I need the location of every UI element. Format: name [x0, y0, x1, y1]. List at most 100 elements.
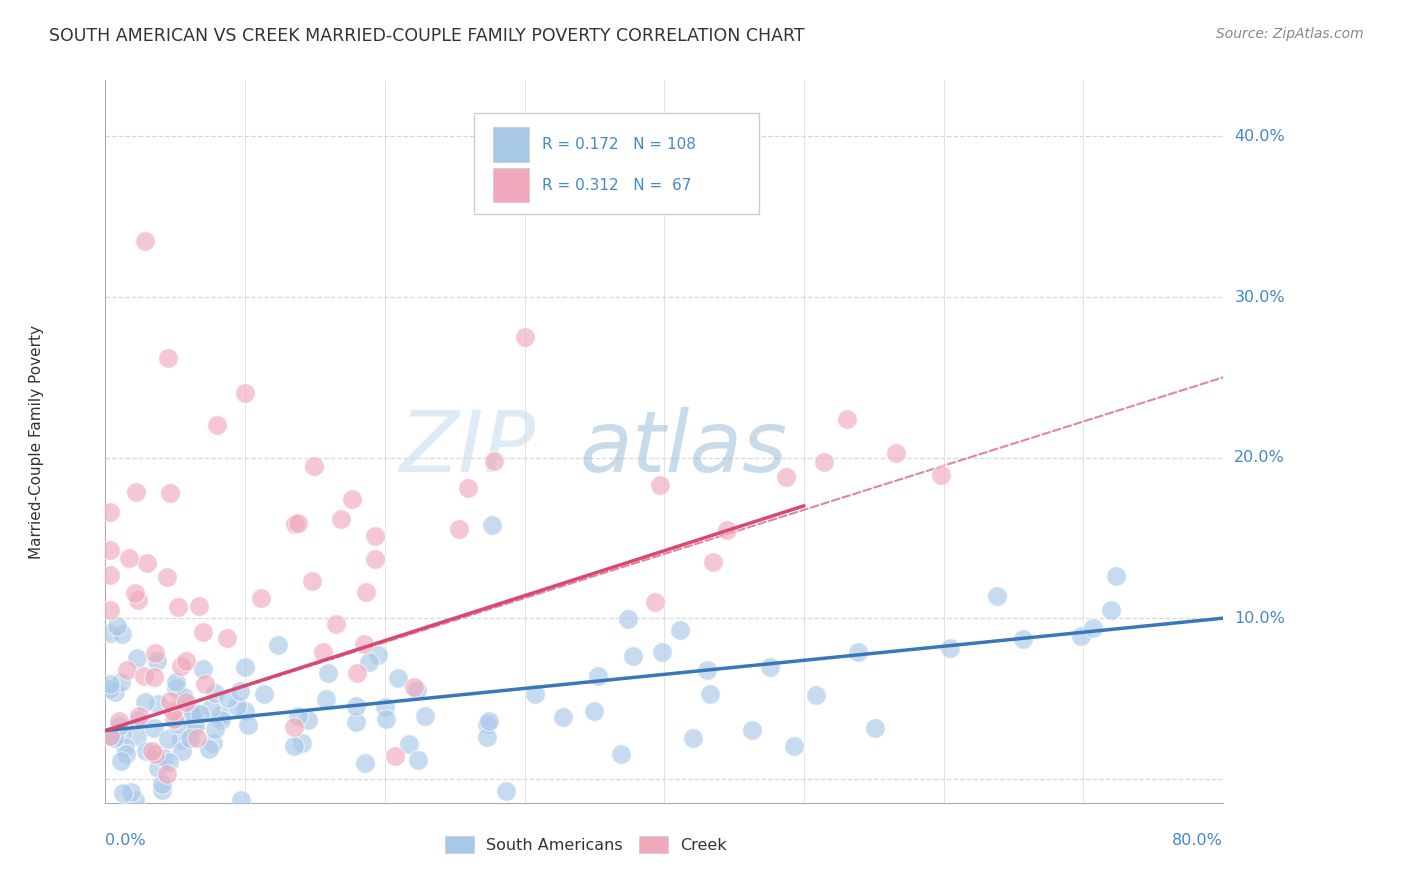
Point [233, 386, 256, 401]
FancyBboxPatch shape [474, 112, 759, 214]
Point [813, 455, 835, 469]
Point [186, 731, 208, 745]
Point [478, 714, 501, 729]
Point [586, 668, 609, 682]
Point [233, 660, 256, 674]
Point [157, 755, 180, 769]
Point [806, 688, 828, 702]
Point [127, 714, 149, 728]
Point [180, 707, 202, 722]
Point [374, 700, 396, 714]
Point [668, 624, 690, 638]
Point [98, 626, 121, 640]
Point [482, 454, 505, 468]
Point [287, 708, 309, 723]
Text: R = 0.172   N = 108: R = 0.172 N = 108 [543, 137, 696, 152]
Point [188, 599, 211, 613]
Point [198, 742, 221, 756]
Point [98, 681, 121, 696]
Point [146, 654, 169, 668]
Text: 10.0%: 10.0% [1234, 611, 1285, 625]
Point [150, 777, 173, 791]
Point [1083, 621, 1105, 635]
Point [610, 747, 633, 761]
Point [387, 671, 409, 685]
Point [111, 786, 134, 800]
Point [183, 716, 205, 731]
Point [191, 662, 214, 676]
Point [108, 719, 131, 733]
Text: Married-Couple Family Poverty: Married-Couple Family Poverty [28, 325, 44, 558]
Point [354, 584, 377, 599]
Point [120, 784, 142, 798]
Point [406, 682, 429, 697]
Point [204, 686, 226, 700]
Point [939, 641, 962, 656]
Point [191, 625, 214, 640]
Point [344, 714, 367, 729]
Point [884, 446, 907, 460]
Point [127, 651, 149, 665]
Point [315, 692, 337, 706]
Point [202, 736, 225, 750]
Text: atlas: atlas [579, 408, 787, 491]
Point [103, 731, 125, 745]
Point [495, 784, 517, 798]
Point [447, 522, 470, 536]
Point [207, 418, 229, 433]
Point [316, 666, 339, 681]
Point [1012, 632, 1035, 646]
Point [110, 754, 132, 768]
Point [863, 721, 886, 735]
Point [312, 645, 335, 659]
Point [179, 731, 201, 745]
Point [174, 654, 197, 668]
Point [267, 638, 290, 652]
Point [152, 751, 174, 765]
Point [115, 747, 138, 762]
Point [325, 617, 347, 632]
Point [98, 729, 121, 743]
Point [413, 708, 436, 723]
Point [741, 723, 763, 738]
Point [170, 744, 193, 758]
Point [340, 492, 363, 507]
Point [1099, 603, 1122, 617]
Point [148, 697, 170, 711]
Point [250, 591, 273, 606]
Text: 40.0%: 40.0% [1234, 129, 1285, 144]
Point [128, 709, 150, 723]
Point [553, 709, 575, 723]
Point [124, 792, 146, 806]
Point [157, 731, 180, 746]
Point [217, 631, 239, 645]
Point [150, 783, 173, 797]
Point [209, 714, 232, 728]
Point [481, 518, 503, 533]
Point [301, 574, 323, 588]
Point [134, 695, 156, 709]
Legend: South Americans, Creek: South Americans, Creek [439, 830, 734, 860]
Point [330, 512, 353, 526]
Point [194, 677, 217, 691]
Point [162, 704, 184, 718]
Point [125, 484, 148, 499]
Text: SOUTH AMERICAN VS CREEK MARRIED-COUPLE FAMILY POVERTY CORRELATION CHART: SOUTH AMERICAN VS CREEK MARRIED-COUPLE F… [49, 27, 804, 45]
Point [159, 693, 181, 707]
Point [148, 761, 170, 775]
Point [165, 681, 187, 695]
Point [156, 767, 179, 781]
Point [702, 555, 724, 569]
Point [156, 570, 179, 584]
Point [986, 589, 1008, 603]
Point [174, 695, 197, 709]
Point [364, 529, 387, 543]
Point [775, 469, 797, 483]
Point [354, 756, 377, 771]
Text: 0.0%: 0.0% [105, 833, 146, 848]
Point [188, 706, 211, 721]
Point [699, 687, 721, 701]
Point [159, 486, 181, 500]
Point [287, 516, 309, 530]
Point [143, 721, 166, 735]
